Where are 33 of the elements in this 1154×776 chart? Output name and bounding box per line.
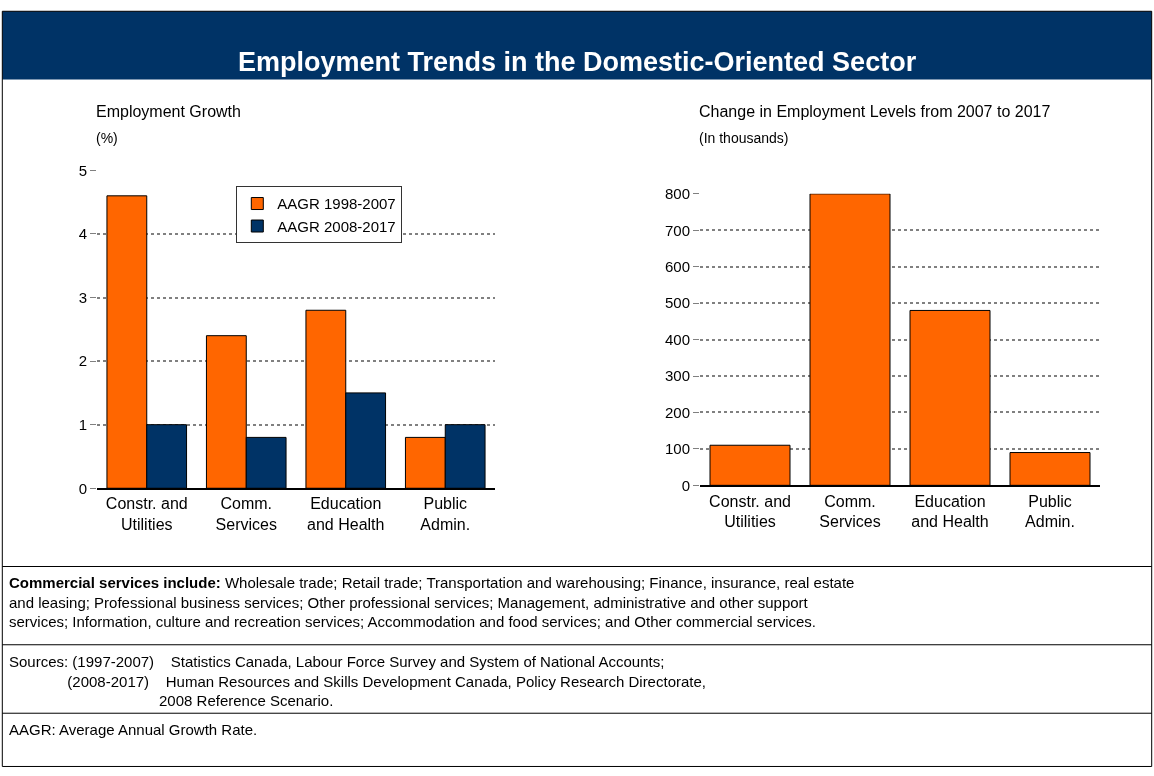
y-tick-label: 200 (664, 403, 690, 421)
source-note: Sources: (1997-2007) Statistics Canada, Labour Force Survey and System of National Accounts; (2008-2017) Human Resources and Skills Development Canada, Policy Research Directorate, 2008 Reference Scenario. (9, 653, 706, 709)
y-tick-label: 3 (78, 288, 87, 306)
y-tick-label: 0 (78, 479, 87, 497)
legend-label: AAGR 1998-2007 (277, 195, 396, 213)
y-tick-label: 100 (664, 440, 690, 458)
x-tick-label: Education and Health (307, 495, 385, 534)
x-tick-label: Constr. and Utilities (105, 495, 188, 534)
x-tick-label: Comm. Services (819, 492, 881, 531)
y-tick-label: 500 (664, 294, 690, 312)
chart-subtitle: Employment Growth (96, 103, 241, 120)
y-tick-label: 300 (664, 367, 690, 385)
y-tick-label: 1 (78, 415, 87, 433)
y-axis-title: (In thousands) (699, 130, 789, 146)
text: Commercial services include: Wholesale trade; Retail trade; Transportation and warehousing; Finance, insurance, real estate and leasing; Professional business services; Other professional services; Management, administrative and other support services; Information, culture and recreation services; Accommodation and food services; and Other commercial services. (9, 574, 855, 630)
y-tick-label: 800 (664, 185, 690, 203)
x-tick-label: Public Admin. (420, 495, 471, 534)
x-tick-label: Public Admin. (1025, 492, 1075, 531)
legend-label: AAGR 2008-2017 (277, 217, 396, 235)
text: AAGR: Average Annual Growth Rate. (9, 721, 258, 738)
y-tick-label: 600 (664, 257, 690, 275)
y-tick-label: 4 (78, 225, 87, 243)
y-tick-label: 400 (664, 330, 690, 348)
x-tick-label: Education and Health (911, 492, 989, 531)
y-tick-label: 2 (78, 352, 87, 370)
y-tick-label: 0 (681, 476, 690, 494)
x-tick-label: Constr. and Utilities (709, 492, 791, 531)
y-axis-title: (%) (96, 130, 118, 146)
x-tick-label: Comm. Services (215, 495, 277, 534)
y-tick-label: 5 (78, 161, 87, 179)
y-tick-label: 700 (664, 221, 690, 239)
text: Employment Trends in the Domestic-Oriented Sector (238, 47, 917, 77)
chart-subtitle: Change in Employment Levels from 2007 to 2017 (699, 103, 1051, 120)
